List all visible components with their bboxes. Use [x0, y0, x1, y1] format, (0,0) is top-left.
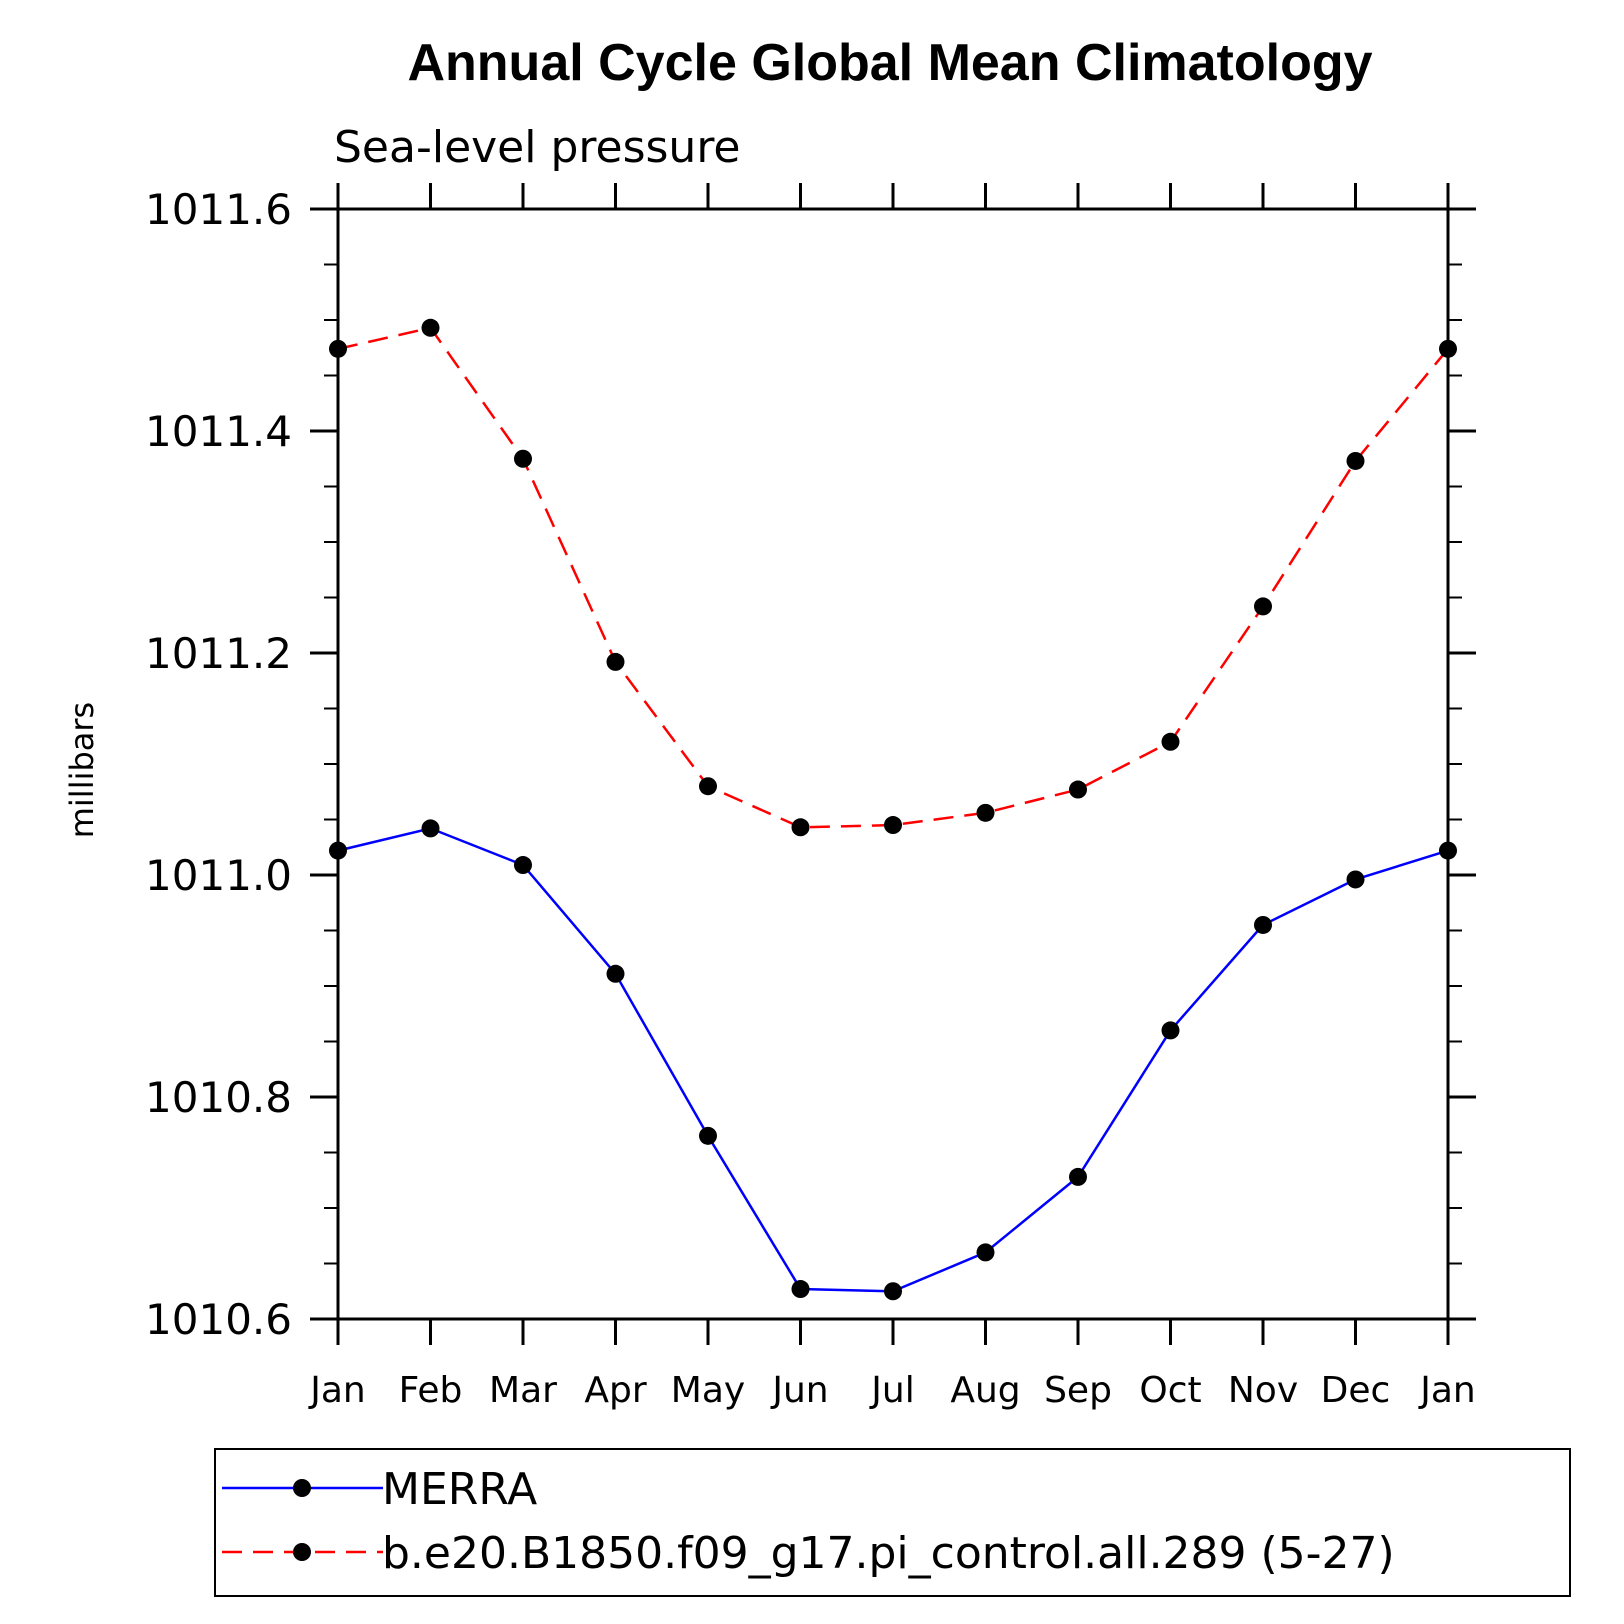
legend-marker-merra	[293, 1479, 311, 1497]
y-tick-label: 1011.4	[145, 407, 292, 456]
data-point-series-1	[329, 339, 347, 358]
data-point-series-0	[606, 964, 625, 983]
data-point-series-0	[421, 819, 440, 838]
x-tick-label: Jan	[1418, 1370, 1476, 1411]
data-point-series-0	[1346, 870, 1365, 889]
x-tick-label: Jul	[869, 1370, 914, 1411]
data-point-series-0	[1161, 1021, 1180, 1040]
chart-subtitle: Sea-level pressure	[334, 122, 741, 173]
x-tick-label: Feb	[399, 1370, 463, 1411]
data-point-series-1	[1346, 451, 1365, 470]
data-point-series-0	[1439, 841, 1457, 860]
data-point-series-0	[329, 841, 347, 860]
x-tick-label: Jan	[308, 1370, 366, 1411]
y-tick-label: 1011.6	[145, 185, 292, 234]
legend-entry-merra: MERRA	[222, 1464, 537, 1515]
y-tick-label: 1011.2	[145, 629, 292, 678]
x-tick-label: Aug	[950, 1370, 1020, 1411]
data-point-series-1	[514, 449, 532, 468]
data-point-series-1	[1161, 732, 1180, 751]
data-point-series-1	[1254, 597, 1272, 616]
legend-box	[214, 1448, 1571, 1597]
series-line-0	[337, 827, 1449, 1293]
data-point-series-0	[1254, 915, 1272, 934]
x-tick-label: May	[671, 1370, 745, 1411]
data-point-series-1	[421, 318, 440, 337]
y-tick-labels: 1010.6 1010.8 1011.0 1011.2 1011.4 1011.6	[145, 185, 292, 1344]
x-tick-label: Jun	[770, 1370, 828, 1411]
x-tick-label: Apr	[584, 1370, 646, 1411]
x-tick-label: Oct	[1139, 1370, 1201, 1411]
x-tick-labels: Jan Feb Mar Apr May Jun Jul Aug Sep Oct Nov Dec Jan	[308, 1370, 1476, 1411]
data-point-series-0	[884, 1282, 902, 1301]
data-point-series-0	[791, 1280, 810, 1299]
series-line-1	[337, 326, 1449, 829]
data-point-series-1	[699, 777, 717, 796]
plot-frame	[336, 207, 1450, 1321]
legend-label-merra: MERRA	[382, 1464, 537, 1515]
data-point-series-1	[1069, 780, 1087, 799]
data-point-series-1	[791, 818, 810, 837]
data-point-series-1	[976, 803, 995, 822]
data-point-series-1	[884, 816, 902, 835]
x-tick-label: Dec	[1321, 1370, 1391, 1411]
chart-title: Annual Cycle Global Mean Climatology	[407, 34, 1372, 92]
data-point-series-0	[514, 856, 532, 875]
series-layer	[329, 318, 1457, 1301]
x-tick-label: Mar	[489, 1370, 557, 1411]
data-point-series-0	[699, 1126, 717, 1145]
legend-entry-model: b.e20.B1850.f09_g17.pi_control.all.289 (…	[222, 1528, 1395, 1579]
y-tick-label: 1010.6	[145, 1295, 292, 1344]
data-point-series-1	[606, 652, 625, 671]
y-axis-label: millibars	[63, 702, 101, 838]
axis-ticks	[310, 183, 1476, 1345]
y-tick-label: 1010.8	[145, 1073, 292, 1122]
x-tick-label: Nov	[1228, 1370, 1298, 1411]
y-tick-label: 1011.0	[145, 851, 292, 900]
data-point-series-0	[976, 1243, 995, 1262]
data-point-series-0	[1069, 1167, 1087, 1186]
legend-marker-model	[293, 1543, 311, 1561]
legend-label-model: b.e20.B1850.f09_g17.pi_control.all.289 (…	[382, 1528, 1395, 1579]
data-point-series-1	[1439, 339, 1457, 358]
x-tick-label: Sep	[1044, 1370, 1112, 1411]
